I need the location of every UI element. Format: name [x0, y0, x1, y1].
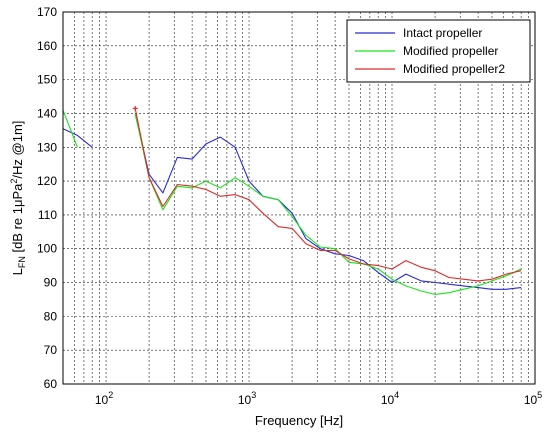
series-1: [62, 113, 522, 290]
x-tick-base: 10: [524, 393, 538, 407]
y-tick-label: 120: [37, 174, 57, 188]
x-axis-label: Frequency [Hz]: [255, 413, 343, 428]
y-tick-label: 110: [38, 208, 57, 222]
x-tick-base: 10: [95, 393, 109, 407]
y-tick-label: 140: [37, 106, 57, 120]
x-tick-exponent: 4: [394, 390, 399, 400]
legend: Intact propeller Modified propeller Modifi…: [346, 19, 531, 83]
y-label-rest: [dB re 1: [10, 207, 25, 256]
series-line: [134, 108, 522, 282]
y-label-mu: μ: [10, 200, 25, 208]
y-tick-label: 70: [44, 343, 58, 357]
x-tick-label: 102: [95, 390, 113, 407]
legend-label: Intact propeller: [403, 26, 482, 40]
legend-label: Modified propeller2: [403, 62, 505, 76]
y-label-sup: 2: [9, 179, 19, 184]
y-tick-label: 80: [44, 309, 58, 323]
y-tick-label: 160: [37, 39, 57, 53]
x-tick-labels: 102 103 104 105: [95, 390, 542, 407]
y-tick-label: 100: [37, 242, 57, 256]
x-tick-exponent: 3: [251, 390, 256, 400]
legend-label: Modified propeller: [403, 44, 498, 58]
legend-items: Intact propeller Modified propeller Modifi…: [355, 26, 505, 76]
x-tick-exponent: 2: [108, 390, 113, 400]
x-tick-base: 10: [238, 393, 252, 407]
x-tick-label: 104: [381, 390, 399, 407]
series-3: [134, 108, 522, 282]
x-tick-label: 103: [238, 390, 256, 407]
series-line: [134, 113, 522, 290]
plot-frame: [62, 11, 536, 385]
y-label-pa: Pa: [10, 183, 25, 200]
series-line: [134, 113, 522, 295]
series-line: [62, 128, 93, 148]
y-label-main: L: [10, 268, 25, 275]
x-tick-base: 10: [381, 393, 395, 407]
x-tick-label: 105: [524, 390, 542, 407]
series-line: [62, 109, 78, 148]
y-label-end: /Hz @1m]: [10, 121, 25, 179]
series-lines: [62, 105, 522, 295]
y-tick-label: 60: [44, 377, 58, 391]
y-tick-label: 90: [44, 276, 58, 290]
y-label-sub: FN: [17, 256, 27, 268]
y-tick-label: 130: [37, 140, 57, 154]
series-2: [62, 109, 522, 295]
x-tick-exponent: 5: [537, 390, 542, 400]
y-tick-label: 150: [37, 73, 57, 87]
legend-box: [346, 19, 531, 83]
y-tick-labels: 60 70 80 90 100 110 120 130 140 150 160 170: [37, 5, 57, 391]
y-axis-label: LFN [dB re 1μPa2/Hz @1m]: [9, 121, 27, 276]
y-tick-label: 170: [37, 5, 57, 19]
